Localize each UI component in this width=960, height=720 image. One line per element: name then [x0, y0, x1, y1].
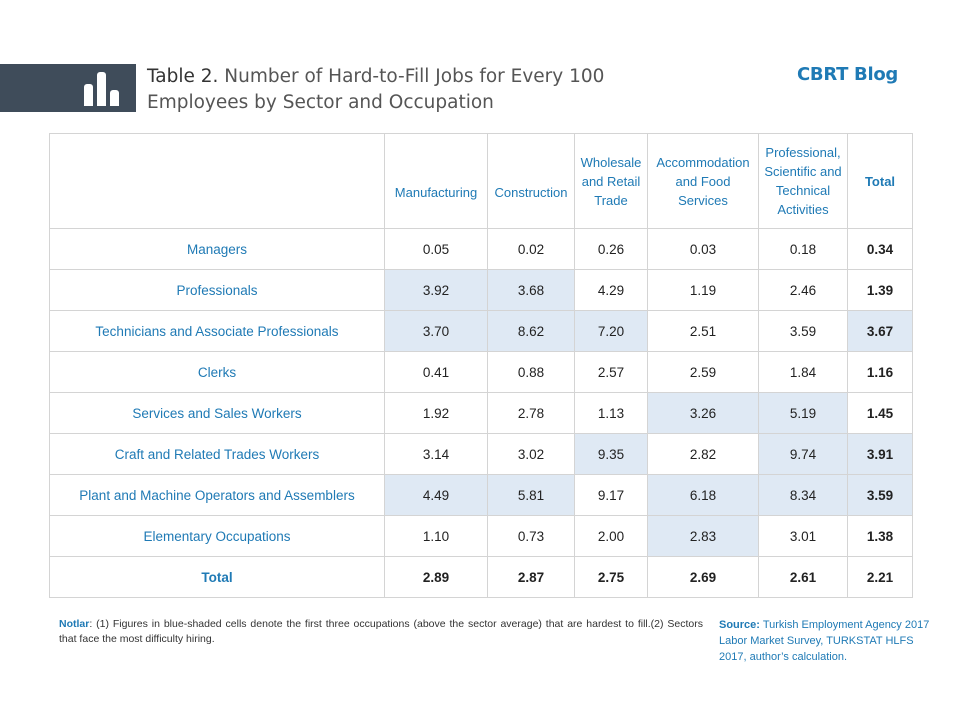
- table-cell: 1.84: [758, 351, 848, 393]
- page-title: Table 2. Number of Hard-to-Fill Jobs for…: [147, 64, 667, 116]
- hard-to-fill-jobs-table: Manufacturing Construction Wholesale and…: [49, 133, 913, 598]
- table-cell: 3.14: [384, 433, 488, 475]
- notes-label: Notlar: [59, 618, 90, 630]
- title-prefix: Table 2.: [147, 66, 219, 87]
- table-cell: 1.92: [384, 392, 488, 434]
- table-cell: 3.67: [847, 310, 913, 352]
- table-cell: 1.19: [647, 269, 759, 311]
- row-label: Services and Sales Workers: [49, 392, 385, 434]
- header-corner-cell: [49, 133, 385, 229]
- table-cell: 5.81: [487, 474, 575, 516]
- table-cell: 1.45: [847, 392, 913, 434]
- row-label: Total: [49, 556, 385, 598]
- row-label: Craft and Related Trades Workers: [49, 433, 385, 475]
- column-header: Professional, Scientific and Technical A…: [758, 133, 848, 229]
- table-cell: 4.49: [384, 474, 488, 516]
- table-cell: 2.59: [647, 351, 759, 393]
- total-cell: 2.87: [487, 556, 575, 598]
- bar-chart-icon: [84, 72, 124, 106]
- table-cell: 0.73: [487, 515, 575, 557]
- table-cell: 9.17: [574, 474, 648, 516]
- source-label: Source:: [719, 619, 760, 631]
- table-cell: 3.68: [487, 269, 575, 311]
- table-cell: 1.38: [847, 515, 913, 557]
- table-row: Services and Sales Workers 1.92 2.78 1.13 3.…: [49, 392, 913, 434]
- table-cell: 8.62: [487, 310, 575, 352]
- row-label: Technicians and Associate Professionals: [49, 310, 385, 352]
- row-label: Plant and Machine Operators and Assemble…: [49, 474, 385, 516]
- table-cell: 0.41: [384, 351, 488, 393]
- table-row: Elementary Occupations 1.10 0.73 2.00 2.83 3.…: [49, 515, 913, 557]
- row-label: Professionals: [49, 269, 385, 311]
- table-cell: 0.03: [647, 228, 759, 270]
- column-header: Wholesale and Retail Trade: [574, 133, 648, 229]
- table-cell: 2.83: [647, 515, 759, 557]
- table-cell: 1.39: [847, 269, 913, 311]
- total-cell: 2.61: [758, 556, 848, 598]
- table-cell: 2.00: [574, 515, 648, 557]
- table-cell: 2.57: [574, 351, 648, 393]
- table-cell: 0.18: [758, 228, 848, 270]
- notes-text: : (1) Figures in blue-shaded cells denot…: [59, 618, 703, 645]
- table-cell: 7.20: [574, 310, 648, 352]
- total-row: Total 2.89 2.87 2.75 2.69 2.61 2.21: [49, 556, 913, 598]
- table-cell: 4.29: [574, 269, 648, 311]
- table-cell: 3.70: [384, 310, 488, 352]
- source-text: Turkish Employment Agency 2017 Labor Mar…: [719, 619, 930, 663]
- total-cell: 2.69: [647, 556, 759, 598]
- table-cell: 3.92: [384, 269, 488, 311]
- table-cell: 1.16: [847, 351, 913, 393]
- table-cell: 9.35: [574, 433, 648, 475]
- table-header-row: Manufacturing Construction Wholesale and…: [49, 133, 913, 229]
- table-row: Technicians and Associate Professionals 3…: [49, 310, 913, 352]
- table-notes: Notlar: (1) Figures in blue-shaded cells…: [59, 617, 703, 647]
- table-row: Professionals 3.92 3.68 4.29 1.19 2.46 1.39: [49, 269, 913, 311]
- column-header: Accommodation and Food Services: [647, 133, 759, 229]
- table-cell: 0.05: [384, 228, 488, 270]
- table-cell: 0.02: [487, 228, 575, 270]
- table-cell: 9.74: [758, 433, 848, 475]
- table-cell: 3.01: [758, 515, 848, 557]
- table-cell: 3.59: [847, 474, 913, 516]
- total-cell: 2.75: [574, 556, 648, 598]
- table-cell: 2.51: [647, 310, 759, 352]
- row-label: Managers: [49, 228, 385, 270]
- table-cell: 2.78: [487, 392, 575, 434]
- total-cell: 2.21: [847, 556, 913, 598]
- title-text: Number of Hard-to-Fill Jobs for Every 10…: [147, 66, 605, 113]
- table-row: Craft and Related Trades Workers 3.14 3.02…: [49, 433, 913, 475]
- source-note: Source: Turkish Employment Agency 2017 L…: [719, 617, 934, 665]
- table-row: Clerks 0.41 0.88 2.57 2.59 1.84 1.16: [49, 351, 913, 393]
- table-cell: 0.34: [847, 228, 913, 270]
- table-cell: 1.13: [574, 392, 648, 434]
- table-cell: 2.46: [758, 269, 848, 311]
- table-cell: 6.18: [647, 474, 759, 516]
- table-cell: 2.82: [647, 433, 759, 475]
- table-cell: 3.26: [647, 392, 759, 434]
- table-cell: 5.19: [758, 392, 848, 434]
- table-cell: 3.91: [847, 433, 913, 475]
- table-cell: 0.88: [487, 351, 575, 393]
- table-row: Managers 0.05 0.02 0.26 0.03 0.18 0.34: [49, 228, 913, 270]
- table-cell: 3.02: [487, 433, 575, 475]
- row-label: Clerks: [49, 351, 385, 393]
- brand-label: CBRT Blog: [797, 64, 898, 85]
- column-header: Manufacturing: [384, 133, 488, 229]
- total-cell: 2.89: [384, 556, 488, 598]
- row-label: Elementary Occupations: [49, 515, 385, 557]
- table-cell: 8.34: [758, 474, 848, 516]
- table-row: Plant and Machine Operators and Assemble…: [49, 474, 913, 516]
- table-cell: 3.59: [758, 310, 848, 352]
- table-cell: 1.10: [384, 515, 488, 557]
- column-header: Construction: [487, 133, 575, 229]
- table-cell: 0.26: [574, 228, 648, 270]
- column-header: Total: [847, 133, 913, 229]
